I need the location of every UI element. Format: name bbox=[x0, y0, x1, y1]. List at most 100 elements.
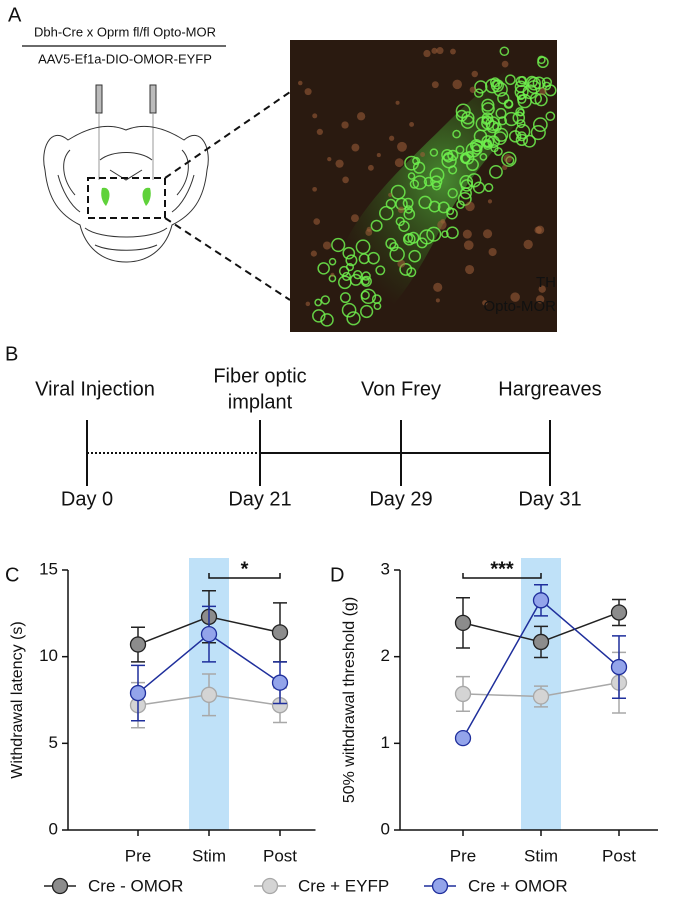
zoom-box bbox=[87, 177, 166, 219]
data-point bbox=[200, 686, 218, 703]
panel-label: D bbox=[330, 564, 344, 586]
y-axis-label: Withdrawal latency (s) bbox=[9, 621, 26, 778]
panel-label: C bbox=[5, 564, 19, 586]
x-tick-label: Post bbox=[263, 846, 297, 865]
data-point bbox=[454, 729, 472, 747]
x-tick-label: Stim bbox=[192, 846, 226, 865]
cell bbox=[501, 151, 517, 167]
cell bbox=[385, 237, 397, 250]
cell bbox=[379, 205, 394, 221]
cell bbox=[356, 112, 366, 121]
cell bbox=[455, 103, 471, 119]
cell bbox=[345, 254, 358, 267]
data-point bbox=[200, 625, 218, 643]
cell bbox=[409, 121, 415, 127]
cell bbox=[535, 225, 545, 235]
data-point bbox=[271, 674, 289, 691]
cell bbox=[395, 100, 400, 105]
y-tick-label: 2 bbox=[381, 646, 390, 665]
y-tick-label: 15 bbox=[39, 559, 58, 578]
legend-label: Cre + EYFP bbox=[298, 876, 389, 895]
cell bbox=[523, 239, 533, 250]
cell bbox=[504, 99, 513, 109]
cell bbox=[361, 277, 370, 286]
cell bbox=[388, 192, 393, 197]
cell bbox=[423, 176, 434, 187]
cell bbox=[404, 205, 413, 214]
cell bbox=[385, 198, 397, 210]
cell bbox=[350, 214, 359, 223]
cell bbox=[314, 298, 323, 307]
y-tick-label: 5 bbox=[49, 733, 58, 752]
x-tick-label: Stim bbox=[524, 846, 558, 865]
cell bbox=[537, 55, 546, 65]
cell bbox=[312, 309, 326, 323]
cell bbox=[487, 199, 493, 204]
cell bbox=[502, 164, 508, 170]
data-point bbox=[610, 658, 628, 676]
cell bbox=[429, 148, 439, 157]
day-label: Day 29 bbox=[369, 488, 432, 510]
cell bbox=[335, 159, 344, 168]
event-label: implant bbox=[228, 391, 293, 413]
cell bbox=[416, 237, 428, 249]
cell bbox=[452, 79, 462, 90]
cell bbox=[358, 253, 370, 265]
cell bbox=[469, 86, 476, 93]
y-tick-label: 0 bbox=[381, 819, 390, 838]
cell bbox=[312, 113, 318, 119]
legend-marker bbox=[51, 877, 69, 895]
event-label: Viral Injection bbox=[35, 378, 155, 400]
zoom-line bbox=[164, 217, 291, 301]
cell bbox=[465, 201, 475, 212]
zoom-line bbox=[164, 91, 291, 179]
cell bbox=[536, 295, 545, 304]
cell bbox=[510, 292, 520, 302]
cell bbox=[446, 207, 458, 220]
cell bbox=[515, 107, 525, 117]
cell bbox=[331, 237, 346, 253]
injection-site bbox=[142, 187, 151, 206]
cell bbox=[497, 116, 508, 126]
cell bbox=[497, 92, 510, 105]
data-point bbox=[532, 688, 550, 705]
cell bbox=[452, 129, 461, 139]
y-axis-label: 50% withdrawal threshold (g) bbox=[341, 597, 358, 803]
cell bbox=[523, 134, 536, 148]
cell bbox=[360, 288, 377, 305]
cell bbox=[341, 302, 357, 318]
legend-label: Cre + OMOR bbox=[468, 876, 568, 895]
cell bbox=[460, 153, 471, 164]
cell bbox=[317, 262, 330, 275]
cell bbox=[501, 60, 509, 68]
cell bbox=[530, 124, 546, 141]
cell bbox=[431, 81, 439, 89]
panel-label: B bbox=[5, 343, 18, 365]
cell bbox=[367, 164, 374, 171]
cell bbox=[465, 264, 475, 275]
cell bbox=[412, 156, 421, 166]
cell bbox=[361, 271, 371, 281]
cell bbox=[433, 282, 443, 292]
construct-text: Dbh-Cre x Oprm fl/fl Opto-MOR bbox=[34, 24, 216, 39]
cell bbox=[447, 188, 458, 199]
cell bbox=[376, 153, 381, 158]
cell bbox=[342, 246, 356, 260]
cell bbox=[516, 119, 526, 129]
cell bbox=[457, 192, 472, 206]
cell bbox=[320, 313, 334, 327]
cell bbox=[399, 262, 413, 276]
cell bbox=[305, 301, 311, 307]
cell bbox=[338, 275, 352, 290]
cell bbox=[312, 186, 317, 192]
cell bbox=[472, 181, 486, 194]
cell bbox=[481, 102, 495, 116]
cell bbox=[538, 285, 546, 293]
cell bbox=[489, 164, 503, 179]
cell bbox=[455, 145, 465, 155]
cell bbox=[484, 78, 500, 94]
construct-text: AAV5-Ef1a-DIO-OMOR-EYFP bbox=[38, 51, 212, 66]
x-tick-label: Post bbox=[602, 846, 636, 865]
cell bbox=[313, 218, 321, 225]
